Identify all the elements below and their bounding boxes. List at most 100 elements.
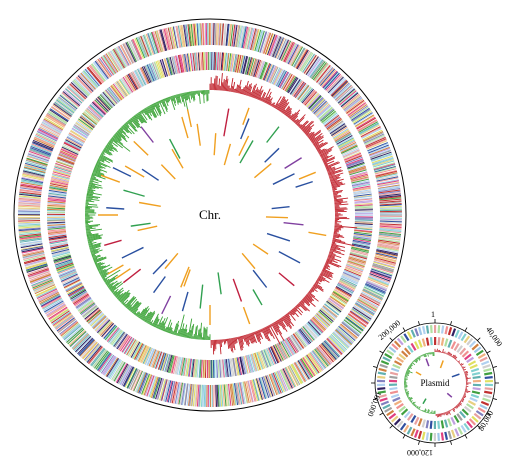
gc-skew-mark bbox=[190, 91, 193, 100]
cds-feature-mark bbox=[165, 354, 172, 373]
rna-feature-mark bbox=[266, 126, 280, 143]
cds-feature-mark bbox=[84, 307, 99, 320]
cds-feature-mark bbox=[48, 193, 67, 198]
cds-feature-mark bbox=[113, 331, 125, 347]
cds-feature-mark bbox=[221, 23, 224, 46]
gc-skew-mark bbox=[235, 337, 238, 343]
cds-feature-mark bbox=[47, 199, 66, 203]
cds-feature-mark bbox=[477, 353, 486, 360]
cds-feature-mark bbox=[296, 330, 309, 346]
cds-feature-mark bbox=[272, 345, 282, 362]
gc-skew-mark bbox=[94, 165, 101, 169]
cds-feature-mark bbox=[351, 177, 369, 183]
cds-feature-mark bbox=[278, 71, 289, 88]
gc-skew-mark bbox=[184, 92, 188, 101]
gc-skew-mark bbox=[120, 127, 124, 131]
cds-feature-mark bbox=[313, 349, 328, 368]
cds-feature-mark bbox=[18, 222, 41, 225]
cds-feature-mark bbox=[222, 359, 225, 378]
cds-feature-mark bbox=[250, 28, 258, 51]
gc-skew-mark bbox=[199, 322, 202, 340]
cds-feature-mark bbox=[179, 25, 184, 48]
cds-feature-mark bbox=[155, 61, 163, 79]
cds-feature-mark bbox=[85, 109, 100, 122]
cds-feature-mark bbox=[38, 290, 59, 302]
cds-feature-mark bbox=[56, 262, 74, 270]
cds-feature-mark bbox=[21, 245, 43, 251]
cds-feature-mark bbox=[377, 242, 400, 247]
gc-skew-mark bbox=[295, 114, 306, 125]
gc-skew-mark bbox=[94, 262, 98, 265]
cds-feature-mark bbox=[21, 245, 44, 251]
cds-feature-mark bbox=[104, 89, 117, 105]
rna-feature-mark bbox=[124, 165, 145, 178]
gc-skew-mark bbox=[104, 147, 110, 152]
cds-feature-mark bbox=[226, 384, 231, 407]
cds-feature-mark bbox=[319, 67, 335, 86]
cds-feature-mark bbox=[203, 52, 205, 71]
rna-feature-mark bbox=[171, 148, 184, 169]
cds-feature-mark bbox=[332, 291, 349, 302]
cds-feature-mark bbox=[302, 326, 315, 341]
gc-skew-mark bbox=[247, 334, 250, 341]
cds-feature-mark bbox=[124, 75, 135, 92]
cds-feature-mark bbox=[223, 384, 227, 407]
rna-feature-mark bbox=[133, 140, 149, 156]
cds-feature-mark bbox=[335, 85, 353, 101]
cds-feature-mark bbox=[190, 358, 194, 377]
cds-feature-mark bbox=[30, 144, 52, 154]
cds-feature-mark bbox=[195, 359, 199, 378]
gc-skew-mark bbox=[415, 406, 417, 408]
cds-feature-mark bbox=[379, 363, 388, 369]
cds-feature-mark bbox=[193, 23, 197, 46]
cds-feature-mark bbox=[342, 272, 360, 281]
gc-skew-mark bbox=[427, 409, 429, 414]
cds-feature-mark bbox=[62, 143, 80, 153]
cds-feature-mark bbox=[345, 316, 364, 331]
gc-skew-mark bbox=[405, 392, 409, 394]
gc-skew-mark bbox=[88, 186, 96, 189]
gc-skew-mark bbox=[405, 373, 409, 375]
gc-skew-mark bbox=[315, 142, 324, 149]
cds-feature-mark bbox=[369, 273, 391, 282]
cds-feature-mark bbox=[376, 177, 399, 183]
cds-feature-mark bbox=[481, 360, 490, 366]
cds-feature-mark bbox=[158, 60, 165, 78]
gc-skew-mark bbox=[416, 405, 419, 409]
gc-skew-mark bbox=[276, 320, 281, 326]
cds-feature-mark bbox=[324, 303, 339, 316]
gc-skew-mark bbox=[188, 91, 191, 96]
gc-skew-mark bbox=[290, 309, 296, 315]
cds-feature-mark bbox=[283, 41, 294, 63]
cds-feature-mark bbox=[324, 303, 340, 315]
cds-feature-mark bbox=[335, 286, 353, 296]
cds-feature-mark bbox=[107, 358, 120, 378]
gc-skew-mark bbox=[132, 302, 142, 314]
cds-feature-mark bbox=[421, 419, 426, 428]
cds-feature-mark bbox=[47, 201, 66, 205]
cds-feature-mark bbox=[335, 132, 352, 143]
gc-skew-mark bbox=[191, 91, 193, 98]
cds-feature-mark bbox=[106, 88, 119, 103]
cds-feature-mark bbox=[289, 45, 301, 66]
cds-feature-mark bbox=[49, 187, 68, 192]
cds-feature-mark bbox=[273, 36, 283, 58]
cds-feature-mark bbox=[116, 333, 128, 350]
cds-feature-mark bbox=[315, 348, 330, 366]
cds-feature-mark bbox=[105, 357, 119, 377]
cds-feature-mark bbox=[97, 319, 111, 334]
cds-feature-mark bbox=[130, 369, 141, 391]
cds-feature-mark bbox=[106, 326, 119, 342]
cds-feature-mark bbox=[59, 271, 77, 280]
cds-feature-mark bbox=[367, 142, 389, 153]
gc-skew-mark bbox=[294, 118, 299, 124]
cds-feature-mark bbox=[67, 135, 84, 146]
rna-feature-mark bbox=[181, 116, 189, 139]
gc-skew-mark bbox=[452, 354, 456, 359]
gc-skew-mark bbox=[153, 318, 159, 328]
cds-feature-mark bbox=[64, 141, 81, 151]
gc-skew-mark bbox=[268, 325, 271, 328]
cds-feature-mark bbox=[189, 383, 193, 406]
cds-feature-mark bbox=[291, 80, 303, 96]
cds-feature-mark bbox=[263, 349, 271, 367]
